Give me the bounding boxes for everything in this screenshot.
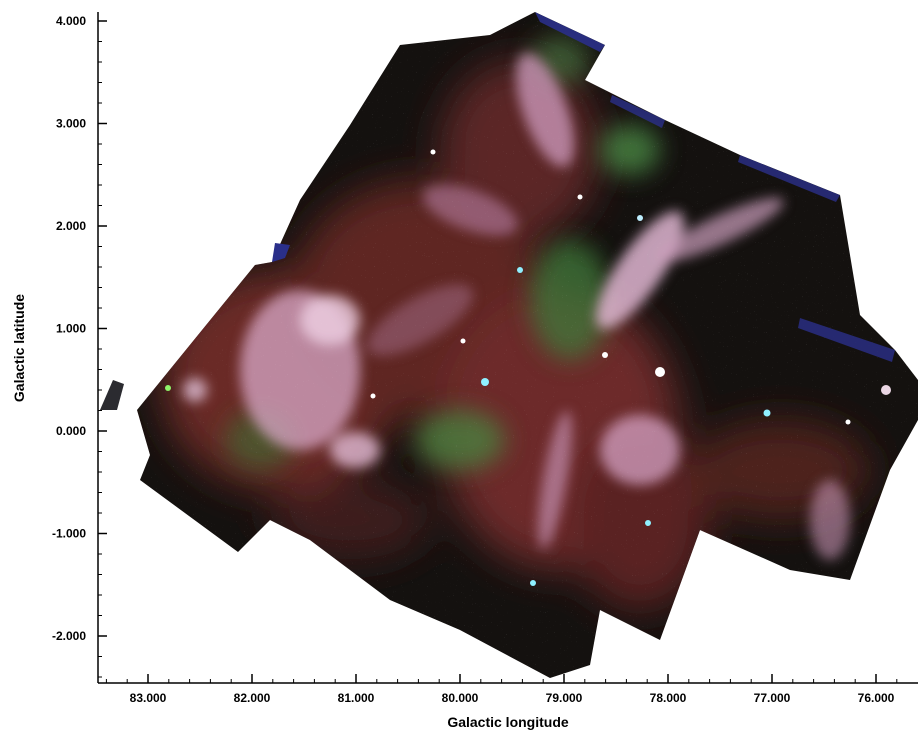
mosaic-fragment — [100, 380, 124, 410]
y-axis-title: Galactic latitude — [11, 294, 27, 402]
y-tick-label: 1.000 — [56, 322, 86, 336]
y-tick-label: 3.000 — [56, 117, 86, 131]
mosaic-edge-artifacts — [535, 12, 895, 362]
x-axis-ticks: 83.000 82.000 81.000 80.000 79.000 78.000 77.0… — [105, 674, 898, 705]
x-tick-label: 80.000 — [442, 691, 479, 705]
x-tick-label: 77.000 — [754, 691, 791, 705]
y-tick-label: 2.000 — [56, 219, 86, 233]
x-tick-label: 81.000 — [338, 691, 375, 705]
x-tick-label: 78.000 — [650, 691, 687, 705]
x-axis-title: Galactic longitude — [447, 714, 569, 730]
y-tick-label: -2.000 — [52, 629, 86, 643]
plot-axes: 83.000 82.000 81.000 80.000 79.000 78.000 77.0… — [11, 12, 918, 730]
x-tick-label: 79.000 — [546, 691, 583, 705]
y-tick-label: -1.000 — [52, 527, 86, 541]
mosaic-edge-fragment — [272, 243, 290, 262]
y-tick-label: 0.000 — [56, 424, 86, 438]
x-tick-label: 83.000 — [130, 691, 167, 705]
y-axis-ticks: 4.000 3.000 2.000 1.000 0.000 -1.000 -2.000 — [52, 14, 107, 678]
y-tick-label: 4.000 — [56, 14, 86, 28]
x-tick-label: 82.000 — [234, 691, 271, 705]
x-tick-label: 76.000 — [858, 691, 895, 705]
star-field-noise — [137, 12, 918, 678]
nebula-mosaic-image — [100, 12, 918, 678]
